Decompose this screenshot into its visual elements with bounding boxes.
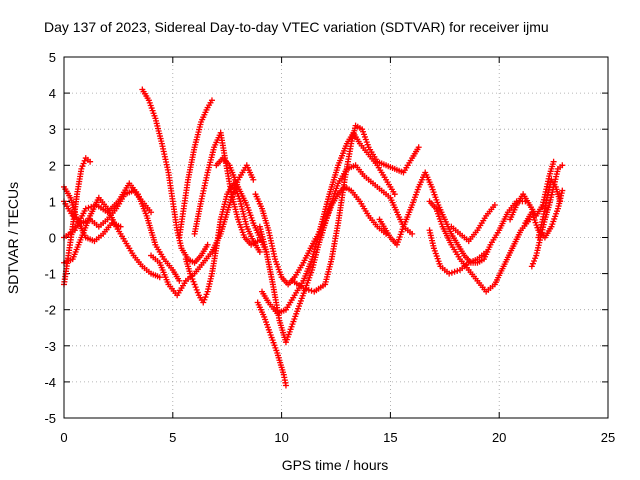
data-point xyxy=(88,203,95,210)
data-point xyxy=(529,260,536,267)
data-point xyxy=(117,223,124,230)
x-tick-label: 20 xyxy=(492,430,506,445)
data-point xyxy=(491,202,498,209)
y-tick-labels: -5 -4 -3 -2 -1 0 1 2 3 4 5 xyxy=(44,50,56,426)
series-track-21 xyxy=(448,202,498,245)
y-tick-label: 3 xyxy=(49,122,56,137)
data-point xyxy=(191,281,198,288)
data-point xyxy=(305,286,312,293)
y-tick-label: 4 xyxy=(49,86,56,101)
data-point xyxy=(80,160,87,167)
data-point xyxy=(559,187,566,194)
data-point xyxy=(187,270,194,277)
data-point xyxy=(193,286,200,293)
series-track-10 xyxy=(191,129,261,248)
series-track-6 xyxy=(139,86,211,266)
data-point xyxy=(559,162,566,169)
series-track-19 xyxy=(426,227,490,277)
series-track-24 xyxy=(522,187,566,241)
data-point xyxy=(300,285,307,292)
data-point xyxy=(148,209,155,216)
x-tick-label: 25 xyxy=(601,430,615,445)
y-tick-label: -2 xyxy=(44,303,56,318)
data-point xyxy=(176,277,183,284)
data-point xyxy=(254,238,261,245)
data-point xyxy=(194,289,201,296)
data-point xyxy=(282,382,289,389)
y-tick-label: -5 xyxy=(44,411,56,426)
series-track-25 xyxy=(507,158,557,223)
y-tick-label: 0 xyxy=(49,231,56,246)
data-point xyxy=(202,294,209,301)
plot-frame xyxy=(63,56,609,419)
chart-title: Day 137 of 2023, Sidereal Day-to-day VTE… xyxy=(44,19,549,35)
x-tick-labels: 0 5 10 15 20 25 xyxy=(60,430,615,445)
data-point xyxy=(256,248,263,255)
data-point xyxy=(87,158,94,165)
data-point xyxy=(250,176,257,183)
data-point xyxy=(79,163,86,170)
data-point xyxy=(550,158,557,165)
y-tick-label: 2 xyxy=(49,158,56,173)
series-track-5 xyxy=(61,180,183,284)
x-tick-label: 5 xyxy=(169,430,176,445)
data-point xyxy=(451,268,458,275)
data-point xyxy=(415,144,422,151)
x-tick-label: 15 xyxy=(383,430,397,445)
series-track-15 xyxy=(259,129,398,317)
data-point xyxy=(528,263,535,270)
y-axis-label: SDTVAR / TECUs xyxy=(5,182,21,294)
data-point xyxy=(85,204,92,211)
series-track-11 xyxy=(213,155,270,255)
data-point xyxy=(192,284,199,291)
y-tick-label: 1 xyxy=(49,194,56,209)
data-point xyxy=(531,257,538,264)
series-track-9 xyxy=(176,97,215,241)
series-track-13 xyxy=(254,299,289,389)
data-point xyxy=(203,291,210,298)
data-point xyxy=(208,97,215,104)
x-axis-label: GPS time / hours xyxy=(282,457,389,473)
series-track-4 xyxy=(61,183,124,245)
data-point xyxy=(204,241,211,248)
data-point xyxy=(454,267,461,274)
x-tick-label: 10 xyxy=(274,430,288,445)
x-tick-label: 0 xyxy=(60,430,67,445)
data-point xyxy=(201,296,208,303)
series-track-20 xyxy=(426,198,533,295)
series-track-1 xyxy=(61,155,94,288)
series-track-16 xyxy=(289,122,422,295)
data-point xyxy=(446,270,453,277)
data-point xyxy=(81,157,88,164)
data-marks xyxy=(61,86,566,389)
y-tick-label: -1 xyxy=(44,267,56,282)
y-tick-label: -4 xyxy=(44,375,56,390)
data-point xyxy=(82,205,89,212)
data-point xyxy=(303,285,310,292)
data-point xyxy=(78,165,85,172)
series-track-14 xyxy=(256,183,390,346)
y-tick-label: -3 xyxy=(44,339,56,354)
data-point xyxy=(190,278,197,285)
data-point xyxy=(532,255,539,262)
data-point xyxy=(391,191,398,198)
data-point xyxy=(200,299,207,306)
data-point xyxy=(483,248,490,255)
data-point xyxy=(409,230,416,237)
series-track-12 xyxy=(252,191,329,288)
data-point xyxy=(156,274,163,281)
y-tick-label: 5 xyxy=(49,50,56,65)
data-point xyxy=(189,276,196,283)
data-point xyxy=(188,273,195,280)
data-point xyxy=(448,269,455,276)
